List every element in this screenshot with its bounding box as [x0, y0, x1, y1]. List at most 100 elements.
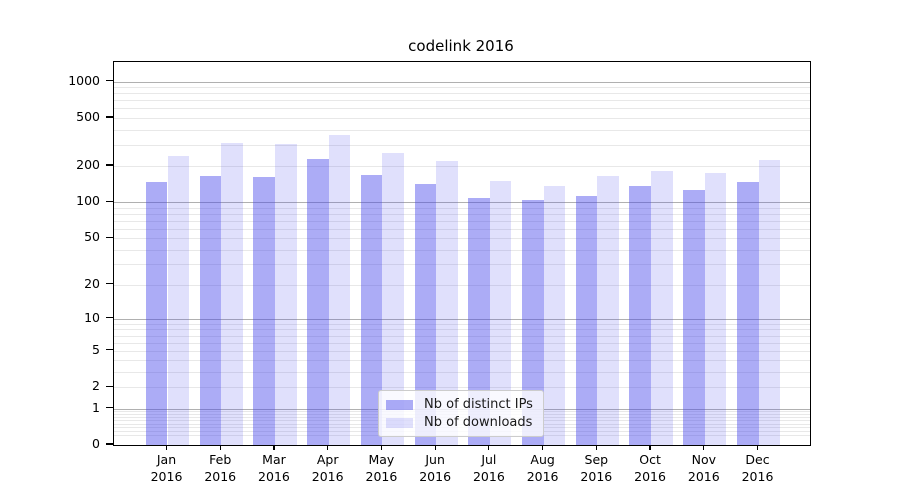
- minor-gridline: [114, 323, 810, 325]
- bar-distinct-ips-dec: [736, 182, 759, 445]
- minor-gridline: [114, 284, 810, 286]
- x-tick-label: Nov 2016: [687, 452, 720, 484]
- legend-label-downloads: Nb of downloads: [424, 414, 533, 430]
- major-gridline: [114, 202, 810, 204]
- minor-gridline: [114, 264, 810, 266]
- legend-swatch-distinct-ips: [386, 399, 413, 410]
- bar-downloads-feb: [221, 143, 243, 445]
- y-tick-mark: [106, 406, 113, 409]
- minor-gridline: [114, 350, 810, 352]
- plot-area: [113, 61, 811, 446]
- legend-label-distinct-ips: Nb of distinct IPs: [424, 396, 533, 412]
- x-tick-mark: [165, 445, 168, 450]
- bar-distinct-ips-may: [360, 175, 383, 445]
- bar-distinct-ips-jun: [414, 183, 437, 445]
- bar-distinct-ips-oct: [629, 185, 652, 445]
- minor-gridline: [114, 129, 810, 131]
- minor-gridline: [114, 249, 810, 251]
- x-tick-label: Jan 2016: [150, 452, 183, 484]
- x-tick-mark: [756, 445, 759, 450]
- x-tick-label: Jun 2016: [419, 452, 452, 484]
- minor-gridline: [114, 372, 810, 374]
- y-tick-mark: [106, 443, 113, 445]
- y-tick-mark: [106, 79, 113, 82]
- legend-row-downloads: Nb of downloads: [386, 414, 535, 430]
- major-gridline: [114, 318, 810, 320]
- x-tick-mark: [649, 445, 651, 450]
- bar-downloads-may: [382, 153, 404, 445]
- x-tick-label: Oct 2016: [634, 452, 666, 484]
- x-tick-mark: [488, 445, 490, 450]
- x-tick-mark: [380, 445, 382, 450]
- minor-gridline: [114, 213, 810, 215]
- minor-gridline: [114, 220, 810, 222]
- y-tick-mark: [106, 349, 113, 351]
- minor-gridline: [114, 93, 810, 95]
- bar-distinct-ips-sep: [575, 195, 598, 445]
- minor-gridline: [114, 87, 810, 89]
- major-gridline: [114, 81, 810, 83]
- minor-gridline: [114, 329, 810, 331]
- y-tick-label: 20: [84, 275, 100, 291]
- minor-gridline: [114, 165, 810, 167]
- y-tick-label: 500: [76, 108, 100, 124]
- legend-swatch-downloads: [386, 417, 413, 428]
- x-tick-label: Sep 2016: [580, 452, 613, 484]
- x-tick-label: Mar 2016: [258, 452, 290, 484]
- bar-distinct-ips-feb: [199, 176, 222, 445]
- bar-downloads-aug: [543, 185, 566, 445]
- minor-gridline: [114, 387, 810, 389]
- legend: Nb of distinct IPs Nb of downloads: [378, 390, 544, 437]
- y-tick-mark: [106, 317, 113, 319]
- y-tick-label: 10: [84, 309, 100, 325]
- minor-gridline: [114, 238, 810, 240]
- y-tick-label: 2: [92, 378, 100, 394]
- legend-row-distinct-ips: Nb of distinct IPs: [386, 396, 535, 412]
- minor-gridline: [114, 100, 810, 102]
- bar-downloads-jun: [436, 160, 458, 445]
- minor-gridline: [114, 228, 810, 230]
- bar-downloads-mar: [274, 143, 297, 445]
- y-tick-mark: [106, 116, 113, 118]
- y-tick-mark: [106, 385, 113, 387]
- y-tick-mark: [106, 236, 113, 238]
- y-tick-label: 5: [92, 341, 100, 357]
- x-tick-label: Feb 2016: [204, 452, 237, 484]
- y-tick-label: 1000: [68, 72, 100, 88]
- x-tick-mark: [273, 445, 275, 450]
- minor-gridline: [114, 342, 810, 344]
- x-tick-mark: [219, 445, 221, 450]
- bar-downloads-sep: [597, 175, 619, 445]
- bar-distinct-ips-aug: [522, 200, 544, 445]
- y-tick-mark: [106, 283, 113, 285]
- x-tick-label: May 2016: [365, 452, 398, 484]
- x-tick-label: Jul 2016: [472, 452, 505, 484]
- x-tick-mark: [542, 445, 544, 450]
- y-tick-label: 200: [76, 156, 100, 172]
- minor-gridline: [114, 335, 810, 337]
- bar-downloads-jul: [489, 181, 512, 445]
- minor-gridline: [114, 207, 810, 209]
- minor-gridline: [114, 144, 810, 146]
- minor-gridline: [114, 117, 810, 119]
- x-tick-label: Aug 2016: [526, 452, 559, 484]
- bar-distinct-ips-nov: [683, 189, 705, 445]
- minor-gridline: [114, 108, 810, 110]
- bar-distinct-ips-mar: [253, 176, 275, 445]
- bar-distinct-ips-jul: [468, 197, 490, 445]
- y-tick-label: 1: [92, 399, 100, 415]
- y-tick-label: 0: [92, 436, 100, 451]
- y-tick-label: 100: [76, 193, 100, 209]
- bar-downloads-jan: [167, 156, 190, 445]
- bar-downloads-oct: [651, 170, 673, 445]
- y-tick-mark: [106, 164, 113, 166]
- bar-downloads-apr: [328, 134, 351, 445]
- x-tick-mark: [327, 445, 329, 450]
- bar-distinct-ips-jan: [145, 181, 168, 445]
- minor-gridline: [114, 360, 810, 362]
- bar-downloads-nov: [704, 173, 727, 445]
- x-tick-label: Dec 2016: [741, 452, 774, 484]
- x-tick-mark: [595, 445, 597, 450]
- y-tick-mark: [106, 200, 113, 202]
